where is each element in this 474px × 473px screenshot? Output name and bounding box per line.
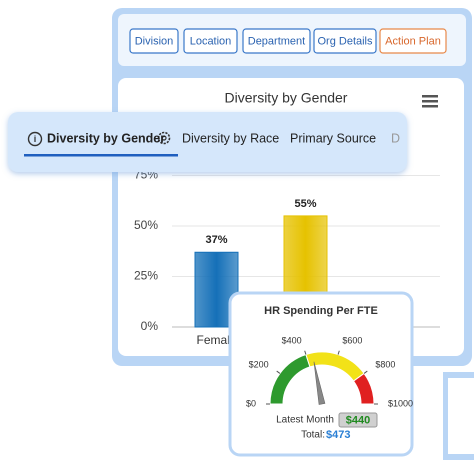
chart-title: Diversity by Gender: [225, 90, 348, 106]
total-caption: Total:: [301, 430, 325, 441]
data-label: 55%: [294, 198, 316, 210]
y-tick-label: 50%: [134, 218, 158, 232]
filter-label[interactable]: Org Details: [317, 35, 373, 47]
filter-label[interactable]: Action Plan: [385, 35, 441, 47]
menu-icon[interactable]: [422, 95, 438, 108]
tab-bar: [8, 112, 407, 172]
gauge-tick-label: $800: [375, 360, 395, 370]
filter-button[interactable]: [183, 28, 238, 54]
filter-label[interactable]: Department: [248, 35, 305, 47]
filter-button[interactable]: [379, 28, 447, 54]
gauge-needle: [313, 361, 326, 405]
tab-label[interactable]: Primary Source: [290, 131, 376, 145]
gauge-tick: [363, 370, 368, 374]
tab-label[interactable]: Diversity by Gender: [47, 131, 165, 145]
tab-label[interactable]: Diversity by Race: [182, 131, 279, 145]
y-tick-label: 0%: [141, 319, 159, 333]
y-tick-label: 25%: [134, 269, 158, 283]
gauge-tick: [276, 370, 281, 374]
gauge-title: HR Spending Per FTE: [264, 305, 378, 317]
info-icon-i: i: [34, 134, 37, 144]
gauge-tick-label: $400: [282, 336, 302, 346]
gauge-tick: [304, 350, 307, 355]
filter-label[interactable]: Location: [190, 35, 232, 47]
filter-label[interactable]: Division: [135, 35, 174, 47]
gear-icon[interactable]: [157, 131, 171, 145]
gauge-caption: Latest Month: [276, 415, 334, 426]
tab-label[interactable]: D: [391, 131, 400, 145]
gauge-tick-label: $200: [249, 360, 269, 370]
gauge-band: [352, 372, 375, 405]
gear-hub: [161, 135, 167, 141]
value-box: [338, 412, 378, 428]
x-tick-label: Female: [196, 333, 236, 347]
data-label: 37%: [205, 234, 227, 246]
filter-button[interactable]: [129, 28, 179, 54]
gauge-tick-label: $600: [342, 336, 362, 346]
gauge-value: $440: [346, 414, 370, 426]
total-value: $473: [326, 429, 350, 441]
filter-button[interactable]: [313, 28, 377, 54]
gauge-tick-label: $0: [246, 398, 256, 408]
info-icon: [27, 131, 43, 147]
side-deco-inner: [448, 378, 474, 454]
tab-underline: [24, 154, 178, 157]
filter-button[interactable]: [242, 28, 311, 54]
gauge-tick: [337, 350, 340, 355]
gauge-tick-label: $1000: [388, 398, 413, 408]
